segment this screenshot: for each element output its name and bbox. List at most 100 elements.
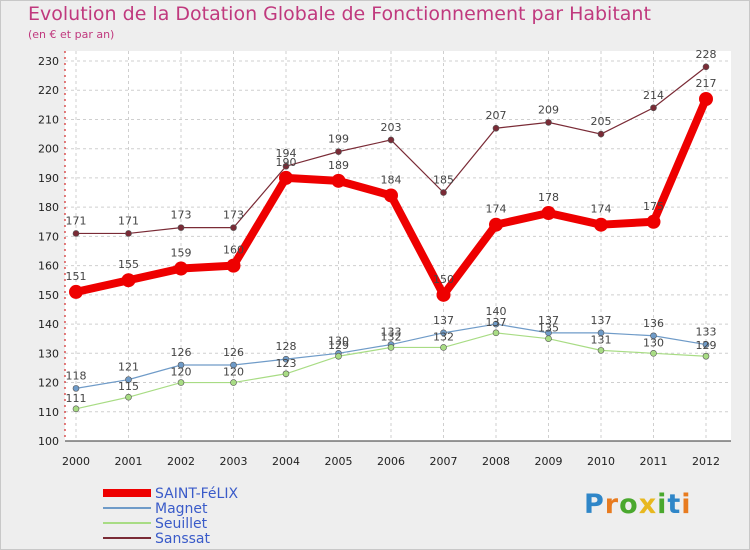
x-tick-label: 2009 — [535, 455, 563, 468]
logo-letter: r — [604, 489, 620, 520]
y-tick-label: 190 — [38, 172, 59, 185]
data-point-magnet — [597, 329, 605, 337]
data-point-seuillet — [282, 370, 290, 378]
data-label-seuillet: 123 — [276, 357, 297, 370]
data-point-saint-felix — [69, 284, 83, 299]
data-label-saint-felix: 217 — [696, 77, 717, 90]
x-tick-label: 2003 — [220, 455, 248, 468]
data-label-magnet: 136 — [643, 317, 664, 330]
data-point-magnet — [282, 355, 290, 363]
data-point-magnet — [650, 332, 657, 340]
data-point-saint-felix — [331, 173, 346, 188]
x-tick-label: 2010 — [587, 455, 615, 468]
logo-letter: i — [681, 489, 692, 520]
data-point-saint-felix — [384, 188, 398, 203]
data-point-saint-felix — [594, 217, 608, 232]
x-tick-label: 2004 — [272, 455, 300, 468]
data-label-magnet: 137 — [538, 314, 559, 327]
data-point-seuillet — [597, 347, 605, 354]
data-label-sanssat: 173 — [223, 209, 244, 222]
data-label-sanssat: 185 — [433, 174, 454, 187]
data-point-magnet — [440, 329, 447, 337]
data-label-saint-felix: 174 — [591, 203, 612, 216]
chart-subtitle: (en € et par an) — [28, 28, 115, 41]
logo-letter: P — [584, 489, 605, 520]
data-label-seuillet: 120 — [171, 366, 192, 379]
data-point-saint-felix — [226, 258, 241, 273]
x-tick-label: 2007 — [430, 455, 458, 468]
data-label-magnet: 133 — [381, 326, 402, 339]
y-tick-label: 210 — [38, 113, 59, 126]
data-label-seuillet: 115 — [118, 380, 139, 393]
data-label-sanssat: 209 — [538, 103, 559, 116]
legend-label-saint-felix: SAINT-FéLIX — [155, 486, 238, 502]
x-tick-label: 2008 — [482, 455, 510, 468]
data-label-sanssat: 228 — [696, 48, 717, 61]
data-label-sanssat: 171 — [66, 214, 87, 227]
data-label-seuillet: 131 — [591, 333, 612, 346]
data-label-seuillet: 137 — [486, 316, 507, 329]
data-label-sanssat: 205 — [591, 115, 612, 128]
y-tick-label: 170 — [38, 230, 59, 243]
data-point-seuillet — [702, 352, 710, 360]
data-label-magnet: 130 — [328, 334, 349, 347]
data-label-saint-felix: 160 — [223, 244, 244, 257]
x-tick-label: 2011 — [640, 455, 668, 468]
data-label-seuillet: 132 — [381, 330, 402, 343]
data-label-saint-felix: 174 — [486, 203, 507, 216]
axes: 100 110 120 130 140 150 160 170 180 190 200 210 220 2… — [38, 51, 731, 468]
data-point-sanssat — [440, 189, 447, 196]
data-point-sanssat — [492, 124, 500, 132]
data-point-magnet — [177, 361, 185, 369]
data-label-saint-felix: 178 — [538, 191, 559, 204]
proxiti-logo: Proxiti — [584, 489, 692, 520]
x-tick-label: 2001 — [115, 455, 143, 468]
y-tick-label: 180 — [38, 201, 59, 214]
data-label-magnet: 121 — [118, 361, 139, 374]
data-point-sanssat — [125, 230, 132, 237]
data-point-seuillet — [440, 344, 447, 351]
x-tick-label: 2002 — [167, 455, 195, 468]
data-point-saint-felix — [279, 170, 293, 185]
data-label-seuillet: 120 — [223, 366, 244, 379]
x-tick-label: 2000 — [62, 455, 90, 468]
data-label-sanssat: 173 — [171, 209, 192, 222]
data-label-saint-felix: 150 — [433, 273, 454, 286]
logo-letter: i — [657, 489, 668, 520]
data-label-saint-felix: 155 — [118, 258, 139, 271]
data-point-seuillet — [72, 405, 80, 413]
legend-label-sanssat: Sanssat — [155, 531, 211, 547]
data-point-magnet — [72, 385, 80, 392]
data-point-saint-felix — [646, 214, 661, 229]
data-point-saint-felix — [174, 261, 188, 276]
data-point-magnet — [492, 320, 500, 328]
data-label-seuillet: 111 — [66, 392, 87, 405]
data-point-sanssat — [72, 230, 80, 237]
data-label-sanssat: 203 — [381, 121, 402, 134]
y-tick-label: 120 — [38, 377, 59, 390]
data-point-seuillet — [125, 393, 132, 401]
x-tick-label: 2006 — [377, 455, 405, 468]
data-point-saint-felix — [121, 273, 136, 288]
data-point-magnet — [230, 361, 237, 369]
data-point-sanssat — [387, 136, 395, 144]
y-tick-label: 160 — [38, 260, 59, 273]
data-label-saint-felix: 189 — [328, 159, 349, 172]
data-point-seuillet — [387, 344, 395, 351]
data-point-seuillet — [335, 352, 342, 360]
logo-letter: o — [619, 489, 639, 520]
data-label-seuillet: 135 — [538, 322, 559, 335]
legend-label-magnet: Magnet — [155, 501, 208, 517]
data-point-seuillet — [177, 379, 185, 386]
data-point-sanssat — [597, 130, 605, 138]
data-point-saint-felix — [436, 287, 451, 302]
data-point-seuillet — [545, 335, 552, 342]
data-label-magnet: 137 — [591, 314, 612, 327]
data-label-sanssat: 199 — [328, 133, 349, 146]
data-label-magnet: 133 — [696, 326, 717, 339]
data-point-seuillet — [230, 379, 237, 386]
x-tick-label: 2005 — [325, 455, 353, 468]
data-point-saint-felix — [699, 92, 713, 106]
data-label-seuillet: 130 — [643, 336, 664, 349]
logo-letter: x — [638, 489, 658, 520]
